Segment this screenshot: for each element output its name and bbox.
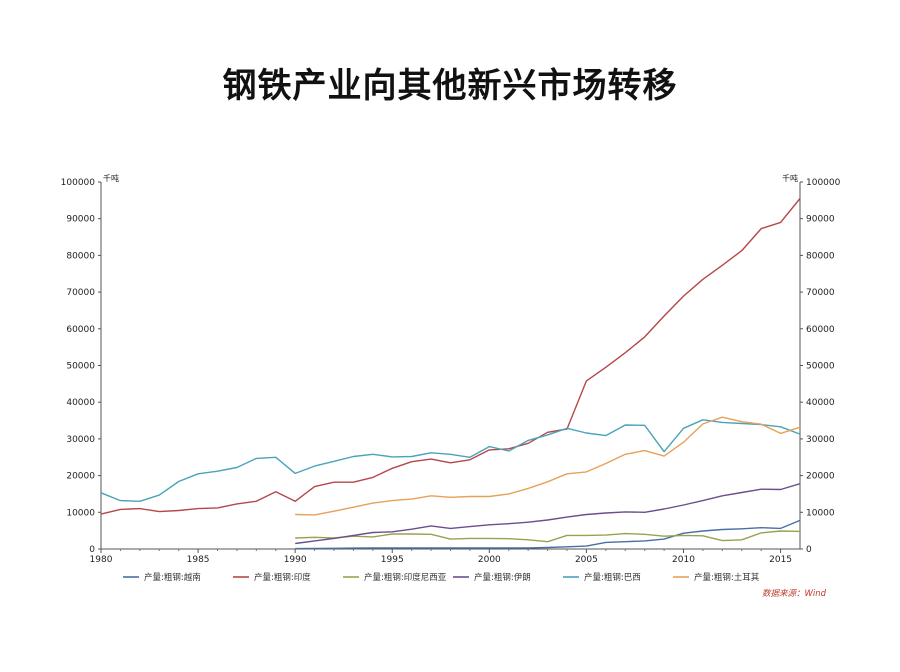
- y-unit-right: 千吨: [782, 173, 798, 183]
- series-line-产量:粗钢:越南: [295, 519, 801, 550]
- x-tick-label: 1980: [90, 555, 113, 565]
- y-tick-label-left: 100000: [61, 178, 96, 188]
- y-unit-left: 千吨: [103, 173, 119, 183]
- chart-axes: 0 0 10000 10000 20000 20000 30000 30000 40000 400…: [61, 173, 841, 565]
- y-tick-label-left: 40000: [66, 398, 95, 408]
- y-tick-label-right: 0: [806, 545, 812, 555]
- y-tick-label-right: 60000: [806, 325, 835, 335]
- series-line-产量:粗钢:土耳其: [295, 416, 801, 516]
- y-tick-label-right: 20000: [806, 472, 835, 482]
- x-tick-label: 1990: [284, 555, 307, 565]
- y-tick-label-left: 80000: [66, 251, 95, 261]
- y-tick-label-right: 80000: [806, 251, 835, 261]
- y-tick-label-right: 100000: [806, 178, 841, 188]
- page-title: 钢铁产业向其他新兴市场转移: [222, 66, 678, 106]
- y-tick-label-left: 50000: [66, 362, 95, 372]
- chart-legend: 产量:粗钢:越南 产量:粗钢:印度 产量:粗钢:印度尼西亚 产量:粗钢:伊朗 产量:粗钢…: [123, 572, 760, 583]
- y-tick-label-right: 70000: [806, 288, 835, 298]
- series-line-产量:粗钢:印度: [100, 198, 801, 515]
- x-tick-label: 2010: [672, 555, 695, 565]
- y-tick-label-right: 90000: [806, 215, 835, 225]
- legend-label: 产量:粗钢:巴西: [584, 572, 641, 583]
- y-tick-label-right: 30000: [806, 435, 835, 445]
- x-tick-label: 1985: [187, 555, 210, 565]
- y-tick-label-left: 10000: [66, 508, 95, 518]
- y-tick-label-left: 20000: [66, 472, 95, 482]
- y-tick-label-left: 30000: [66, 435, 95, 445]
- x-tick-label: 2000: [478, 555, 501, 565]
- legend-label: 产量:粗钢:印度尼西亚: [364, 572, 447, 583]
- source-note: 数据来源：Wind: [762, 588, 827, 599]
- y-tick-label-right: 10000: [806, 508, 835, 518]
- x-tick-label: 1995: [381, 555, 404, 565]
- x-tick-label: 2005: [575, 555, 598, 565]
- y-tick-label-right: 40000: [806, 398, 835, 408]
- series-line-产量:粗钢:伊朗: [295, 483, 801, 545]
- legend-label: 产量:粗钢:越南: [144, 572, 201, 583]
- x-tick-label: 2015: [769, 555, 792, 565]
- y-tick-label-left: 0: [89, 545, 95, 555]
- series-line-产量:粗钢:印度尼西亚: [295, 530, 801, 543]
- legend-label: 产量:粗钢:土耳其: [694, 572, 760, 583]
- legend-label: 产量:粗钢:伊朗: [474, 572, 531, 583]
- y-tick-label-left: 70000: [66, 288, 95, 298]
- legend-label: 产量:粗钢:印度: [254, 572, 311, 583]
- chart-series: [100, 198, 801, 550]
- series-line-产量:粗钢:巴西: [100, 419, 801, 502]
- y-tick-label-left: 60000: [66, 325, 95, 335]
- y-tick-label-right: 50000: [806, 362, 835, 372]
- y-tick-label-left: 90000: [66, 215, 95, 225]
